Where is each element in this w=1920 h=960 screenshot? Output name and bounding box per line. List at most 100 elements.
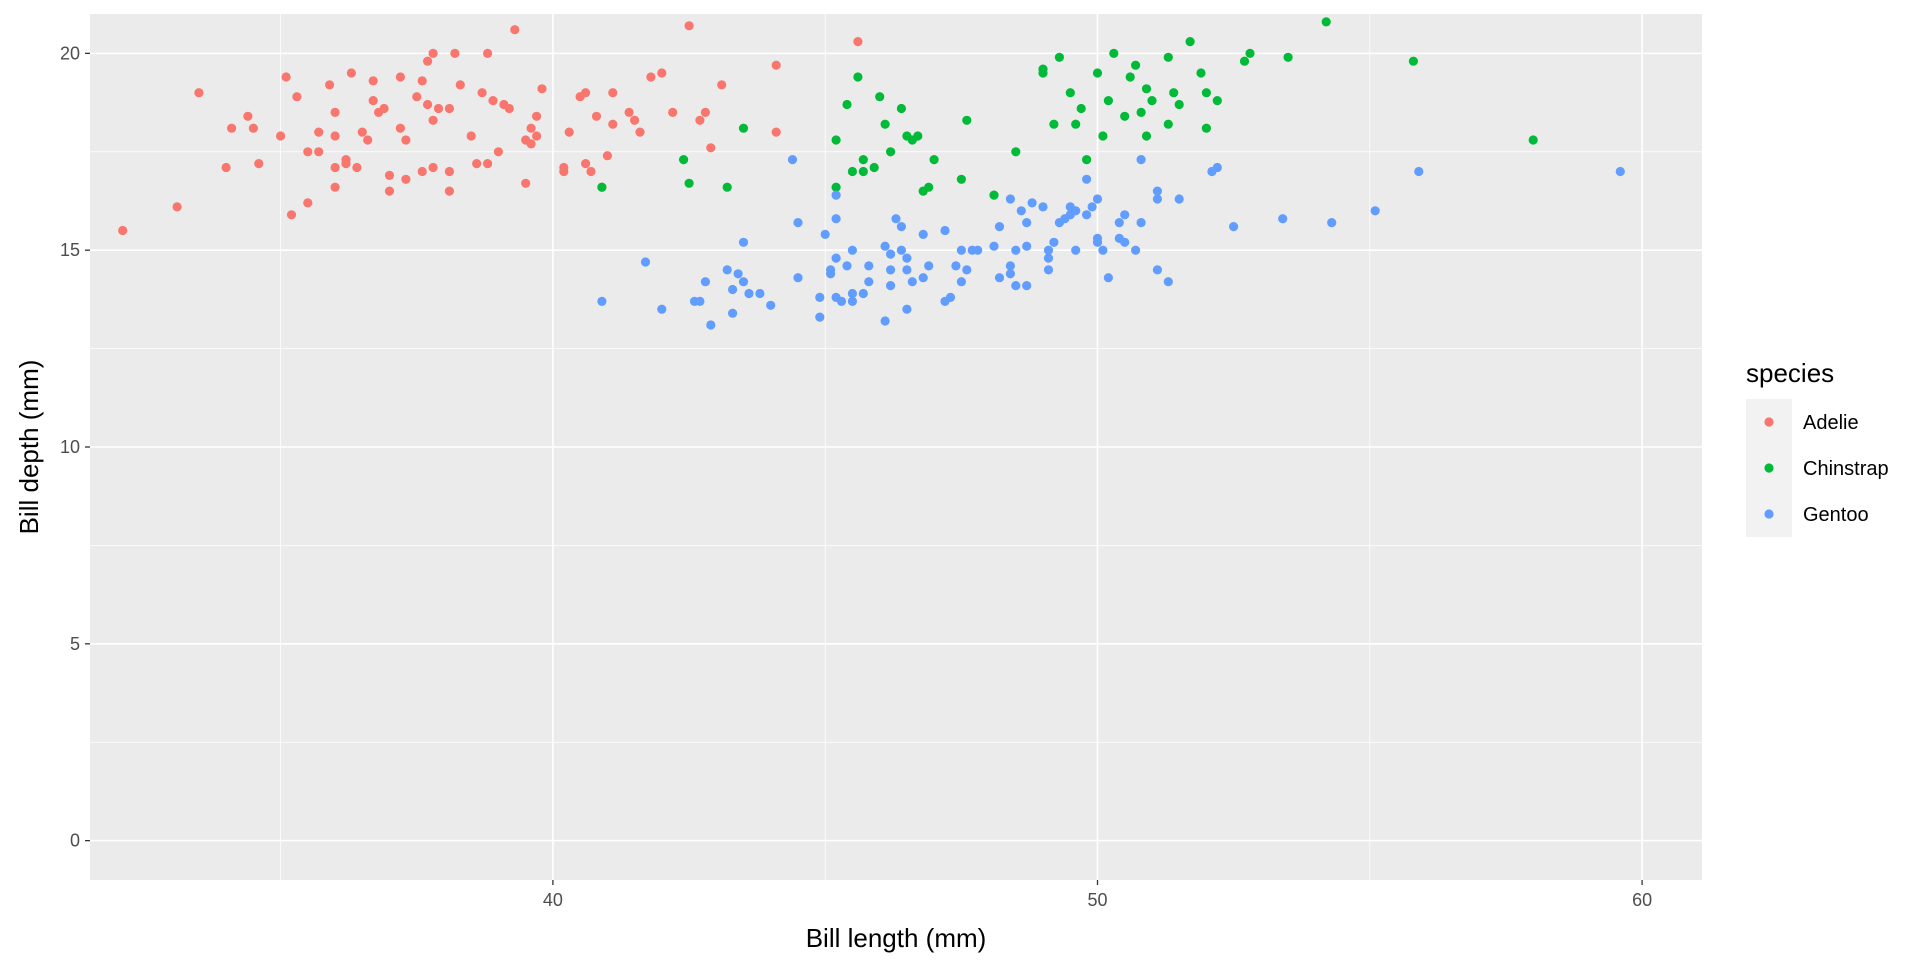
data-point-chinstrap: [1049, 119, 1059, 129]
data-point-chinstrap: [831, 182, 841, 192]
data-point-adelie: [368, 76, 378, 86]
data-point-adelie: [483, 48, 493, 59]
data-point-chinstrap: [1082, 155, 1092, 165]
data-point-gentoo: [1016, 206, 1026, 216]
data-point-chinstrap: [831, 135, 841, 145]
data-point-adelie: [428, 48, 438, 59]
data-point-adelie: [472, 159, 482, 169]
y-axis: 0 5 10 15 20: [60, 43, 90, 851]
data-point-adelie: [433, 103, 444, 114]
data-point-adelie: [510, 25, 520, 35]
data-point-chinstrap: [847, 166, 858, 177]
data-point-adelie: [504, 103, 514, 114]
data-point-adelie: [379, 103, 389, 114]
legend-key-chinstrap: [1764, 463, 1774, 473]
data-point-gentoo: [962, 265, 972, 275]
data-point-chinstrap: [1321, 17, 1331, 27]
data-point-adelie: [227, 123, 237, 133]
data-point-adelie: [254, 159, 264, 169]
data-point-adelie: [384, 186, 395, 196]
data-point-chinstrap: [853, 72, 863, 82]
legend-label-gentoo: Gentoo: [1803, 504, 1869, 526]
legend-key-gentoo: [1764, 509, 1774, 519]
data-point-gentoo: [902, 265, 912, 275]
data-points: [118, 17, 1625, 330]
data-point-gentoo: [842, 261, 852, 271]
data-point-gentoo: [956, 277, 967, 287]
y-tick-label: 15: [60, 240, 80, 260]
data-point-gentoo: [657, 304, 667, 314]
data-point-adelie: [194, 88, 204, 98]
x-axis: 40 50 60: [543, 880, 1652, 910]
data-point-adelie: [221, 162, 231, 173]
data-point-adelie: [488, 96, 498, 106]
data-point-adelie: [624, 107, 634, 117]
data-point-gentoo: [1152, 194, 1162, 204]
data-point-gentoo: [1092, 233, 1103, 243]
data-point-gentoo: [1022, 218, 1032, 228]
data-point-gentoo: [896, 245, 907, 255]
data-point-gentoo: [880, 316, 890, 326]
data-point-gentoo: [733, 269, 743, 279]
data-point-adelie: [853, 37, 863, 47]
legend-key-adelie: [1764, 417, 1774, 427]
data-point-adelie: [493, 147, 503, 157]
data-point-gentoo: [738, 237, 749, 247]
data-point-gentoo: [973, 245, 983, 255]
data-point-adelie: [591, 111, 602, 121]
data-point-adelie: [292, 92, 302, 102]
data-point-gentoo: [722, 265, 732, 275]
y-tick-label: 0: [70, 831, 80, 851]
data-point-adelie: [564, 127, 574, 137]
data-point-gentoo: [907, 277, 917, 287]
data-point-gentoo: [1212, 162, 1222, 173]
data-point-adelie: [303, 198, 313, 208]
data-point-gentoo: [858, 288, 868, 299]
data-point-chinstrap: [1201, 88, 1211, 98]
data-point-gentoo: [1120, 237, 1130, 247]
data-point-adelie: [314, 127, 324, 137]
data-point-adelie: [401, 135, 411, 145]
data-point-gentoo: [744, 288, 754, 299]
data-point-gentoo: [1087, 202, 1097, 212]
data-point-gentoo: [891, 214, 901, 224]
data-point-chinstrap: [858, 155, 868, 165]
data-point-gentoo: [1043, 253, 1054, 263]
data-point-adelie: [243, 111, 253, 121]
data-point-gentoo: [1163, 277, 1173, 287]
legend-title: species: [1746, 358, 1834, 388]
data-point-gentoo: [1114, 218, 1124, 228]
data-point-gentoo: [902, 253, 912, 263]
data-point-chinstrap: [1141, 131, 1152, 141]
data-point-chinstrap: [1169, 88, 1179, 98]
data-point-chinstrap: [886, 147, 896, 157]
data-point-gentoo: [728, 284, 738, 295]
data-point-adelie: [646, 72, 656, 82]
data-point-chinstrap: [1196, 68, 1206, 78]
data-point-adelie: [537, 84, 547, 94]
data-point-gentoo: [766, 300, 776, 310]
data-point-gentoo: [831, 190, 841, 200]
data-point-gentoo: [815, 292, 825, 302]
data-point-gentoo: [864, 277, 874, 287]
data-point-gentoo: [918, 229, 928, 239]
data-point-gentoo: [700, 277, 711, 287]
data-point-adelie: [368, 96, 378, 106]
data-point-adelie: [401, 174, 411, 184]
data-point-gentoo: [728, 308, 738, 318]
data-point-adelie: [635, 127, 645, 137]
data-point-gentoo: [896, 222, 907, 232]
data-point-chinstrap: [1283, 52, 1293, 62]
data-point-chinstrap: [1076, 103, 1086, 114]
data-point-gentoo: [1005, 261, 1016, 271]
data-point-gentoo: [755, 288, 765, 299]
data-point-adelie: [483, 159, 493, 169]
data-point-gentoo: [738, 277, 749, 287]
data-point-adelie: [330, 107, 340, 117]
data-point-chinstrap: [913, 131, 923, 141]
data-point-adelie: [281, 72, 291, 82]
data-point-adelie: [771, 127, 781, 137]
data-point-chinstrap: [1098, 131, 1108, 141]
data-point-adelie: [423, 56, 433, 66]
y-axis-title: Bill depth (mm): [14, 360, 44, 535]
